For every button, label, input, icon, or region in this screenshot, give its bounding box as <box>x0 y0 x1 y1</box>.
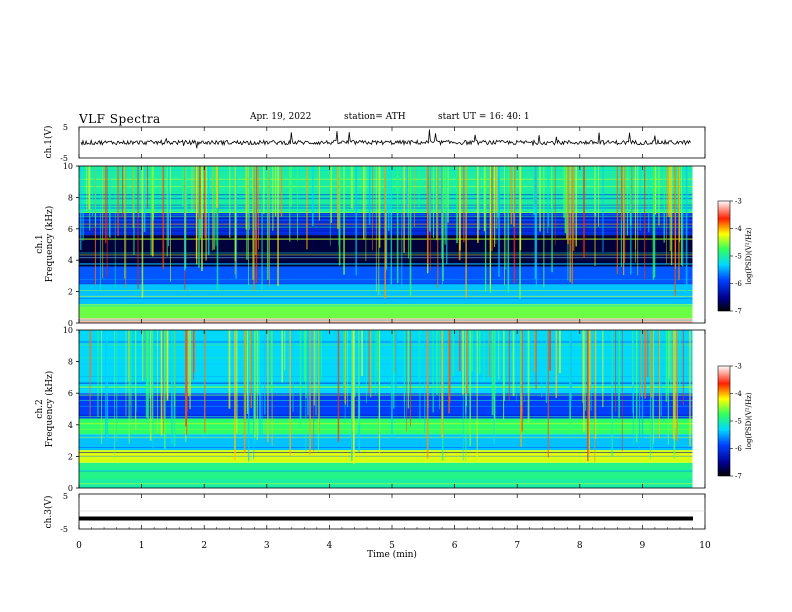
ch2-colorbar-tick-0: -3 <box>735 363 742 371</box>
time-tick-1: 1 <box>139 541 145 551</box>
ch1-freq-ylabel: Frequency (kHz) <box>44 206 55 283</box>
ch1-freq-ytick-2: 4 <box>68 256 73 265</box>
ch1-ylabel: ch.1(V) <box>43 126 54 159</box>
time-tick-7: 7 <box>514 541 520 551</box>
ch2-spectrogram-band-6 <box>79 330 693 394</box>
ch3-panel: 5 -5 ch.3(V) <box>43 492 706 534</box>
ch1-spectrogram-band-1 <box>79 304 693 319</box>
ch2-spectrogram-panel: 0 2 4 6 8 10 Frequency (kHz) ch.2 <box>35 326 706 493</box>
ch2-freq-ytick-2: 4 <box>68 421 73 430</box>
ch2-colorbar-tick-3: -6 <box>735 445 742 453</box>
chart-title: VLF Spectra <box>79 112 161 126</box>
time-axis-label: Time (min) <box>367 549 417 560</box>
ch1-ytick-bottom: -5 <box>60 154 68 163</box>
ch2-spectrogram <box>79 330 705 488</box>
ch2-spectrogram-band-3 <box>79 434 693 451</box>
ch2-spectrogram-band-4 <box>79 418 693 435</box>
ch1-waveform-line <box>80 129 691 149</box>
ch2-freq-ytick-4: 8 <box>68 358 73 367</box>
ch1-colorbar-tick-3: -6 <box>735 280 742 288</box>
ch2-spectrogram-band-0 <box>79 478 693 488</box>
ch1-freq-ytick-5: 10 <box>63 162 73 171</box>
ch2-freq-ytick-5: 10 <box>63 326 73 335</box>
ch2-colorbar-label: log(PSD)(V²/Hz) <box>745 392 753 449</box>
ch2-colorbar-tick-4: -7 <box>735 473 742 481</box>
ch1-colorbar-tick-4: -7 <box>735 308 742 316</box>
ch2-freq-ytick-0: 0 <box>68 484 73 493</box>
time-tick-4: 4 <box>327 541 333 551</box>
ch2-spectrogram-band-5 <box>79 393 693 419</box>
ch2-colorbar: -3 -4 -5 -6 -7 log(PSD)(V²/Hz) <box>717 363 753 481</box>
ch1-spectrogram-panel: 0 2 4 6 8 10 Frequency (kHz) ch.1 <box>35 162 706 328</box>
ch1-freq-ytick-3: 6 <box>68 225 73 234</box>
time-tick-0: 0 <box>76 541 82 551</box>
ch2-colorbar-tick-1: -4 <box>735 390 742 398</box>
ch1-waveform-panel: 5 -5 ch.1(V) <box>43 123 706 163</box>
ch2-freq-ytick-3: 6 <box>68 389 73 398</box>
ch1-spectrogram-band-0 <box>79 318 693 323</box>
ch2-colorbar-tick-2: -5 <box>735 418 742 426</box>
ch1-spectrogram <box>79 166 705 323</box>
ch1-colorbar: -3 -4 -5 -6 -7 log(PSD)(V²/Hz) <box>717 198 753 316</box>
ch1-colorbar-tick-2: -5 <box>735 253 742 261</box>
ch2-channel-label: ch.2 <box>35 399 45 418</box>
ch2-freq-ytick-1: 2 <box>68 452 73 461</box>
time-tick-10: 10 <box>699 541 711 551</box>
time-tick-2: 2 <box>201 541 207 551</box>
start-ut-label: start UT = 16: 40: 1 <box>438 112 530 122</box>
ch2-freq-ylabel: Frequency (kHz) <box>44 371 55 448</box>
station-label: station= ATH <box>344 112 406 122</box>
ch3-ytick-top: 5 <box>63 492 68 501</box>
ch3-ylabel: ch.3(V) <box>43 496 54 529</box>
ch1-colorbar-tick-1: -4 <box>735 225 742 233</box>
time-tick-5: 5 <box>389 541 395 551</box>
ch1-ytick-top: 5 <box>63 123 68 132</box>
time-tick-8: 8 <box>577 541 583 551</box>
ch3-ytick-bottom: -5 <box>60 525 68 534</box>
time-tick-6: 6 <box>452 541 458 551</box>
ch2-spectrogram-band-1 <box>79 462 693 479</box>
time-tick-9: 9 <box>640 541 646 551</box>
ch1-channel-label: ch.1 <box>35 234 45 253</box>
ch1-freq-ytick-0: 0 <box>68 319 73 328</box>
ch1-colorbar-label: log(PSD)(V²/Hz) <box>745 227 753 284</box>
time-axis: 0 1 2 3 4 5 6 7 8 9 10 <box>76 127 711 551</box>
time-tick-3: 3 <box>264 541 270 551</box>
date-label: Apr. 19, 2022 <box>250 112 312 122</box>
ch1-freq-ytick-4: 8 <box>68 193 73 202</box>
ch1-colorbar-tick-0: -3 <box>735 198 742 206</box>
ch1-freq-ytick-1: 2 <box>68 288 73 297</box>
